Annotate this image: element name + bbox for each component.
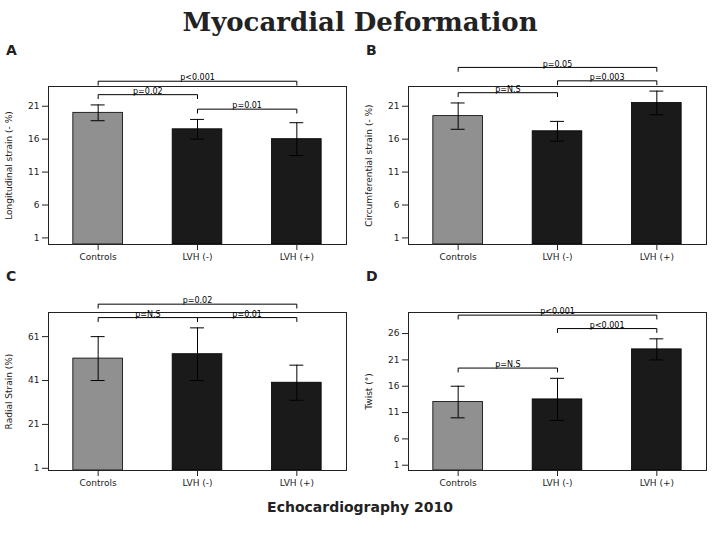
svg-text:21: 21 (388, 355, 399, 365)
svg-text:1: 1 (34, 463, 40, 473)
svg-text:11: 11 (388, 167, 399, 177)
svg-text:26: 26 (388, 328, 400, 338)
svg-text:Longitudinal strain (- %): Longitudinal strain (- %) (4, 111, 14, 220)
svg-text:16: 16 (28, 134, 40, 144)
svg-text:LVH (-): LVH (-) (542, 478, 572, 488)
svg-text:6: 6 (394, 200, 400, 210)
svg-text:LVH (-): LVH (-) (182, 252, 212, 262)
svg-text:p<0.001: p<0.001 (540, 307, 575, 316)
svg-text:1: 1 (394, 460, 400, 470)
svg-text:p=N.S: p=N.S (135, 310, 160, 319)
svg-text:16: 16 (388, 134, 400, 144)
svg-text:16: 16 (388, 381, 400, 391)
svg-text:41: 41 (28, 375, 39, 385)
html-text:C: C (6, 268, 17, 284)
svg-text:p=0.01: p=0.01 (232, 101, 262, 110)
svg-text:Controls: Controls (440, 252, 478, 262)
svg-text:Circumferential strain (- %): Circumferential strain (- %) (364, 104, 374, 226)
html-text:Echocardiography 2010: Echocardiography 2010 (267, 499, 453, 515)
html-text:D: D (366, 268, 378, 284)
svg-text:Controls: Controls (440, 478, 478, 488)
svg-text:LVH (+): LVH (+) (640, 478, 674, 488)
svg-text:p<0.001: p<0.001 (590, 321, 625, 330)
svg-text:11: 11 (388, 407, 399, 417)
svg-text:p=N.S: p=N.S (495, 85, 520, 94)
svg-text:p=N.S: p=N.S (495, 360, 520, 369)
svg-text:LVH (+): LVH (+) (280, 478, 314, 488)
svg-text:21: 21 (388, 101, 399, 111)
html-text:A: A (6, 42, 17, 58)
svg-text:Radial Strain (%): Radial Strain (%) (4, 354, 14, 430)
html-text:B: B (366, 42, 377, 58)
svg-text:1: 1 (394, 233, 400, 243)
svg-text:p=0.02: p=0.02 (183, 296, 213, 305)
svg-text:p=0.003: p=0.003 (590, 73, 625, 82)
svg-text:21: 21 (28, 419, 39, 429)
svg-text:11: 11 (28, 167, 39, 177)
svg-text:Twist (°): Twist (°) (364, 373, 374, 410)
svg-text:LVH (-): LVH (-) (542, 252, 572, 262)
svg-text:61: 61 (28, 332, 39, 342)
svg-text:p=0.01: p=0.01 (232, 310, 262, 319)
svg-text:p=0.02: p=0.02 (133, 87, 163, 96)
svg-text:Controls: Controls (80, 252, 118, 262)
svg-text:21: 21 (28, 101, 39, 111)
svg-text:6: 6 (34, 200, 40, 210)
svg-text:p=0.05: p=0.05 (543, 60, 573, 69)
svg-text:LVH (+): LVH (+) (280, 252, 314, 262)
svg-text:LVH (-): LVH (-) (182, 478, 212, 488)
svg-text:LVH (+): LVH (+) (640, 252, 674, 262)
svg-text:p<0.001: p<0.001 (180, 73, 215, 82)
svg-text:6: 6 (394, 434, 400, 444)
svg-text:Controls: Controls (80, 478, 118, 488)
svg-text:1: 1 (34, 233, 40, 243)
html-text:Myocardial Deformation: Myocardial Deformation (182, 7, 538, 37)
